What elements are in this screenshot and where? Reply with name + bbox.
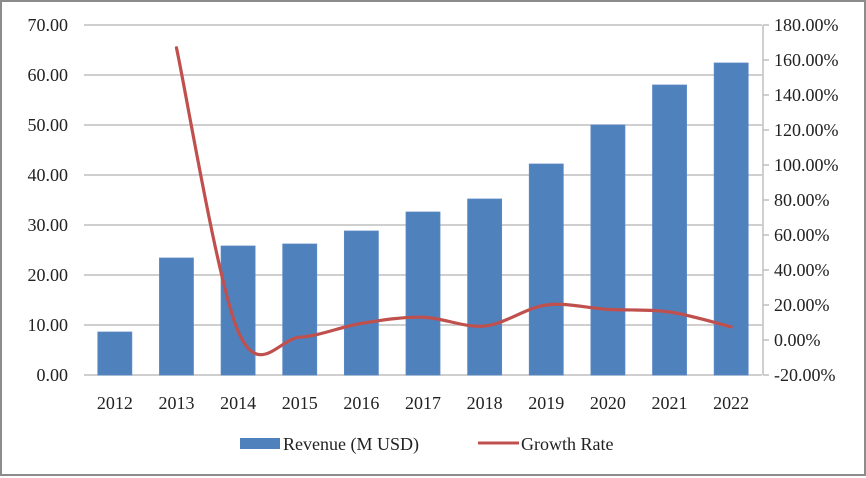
revenue-bar [468, 199, 502, 375]
left-tick-label: 50.00 [28, 115, 69, 135]
legend-label-revenue: Revenue (M USD) [283, 434, 419, 455]
legend-swatch-revenue [240, 438, 280, 449]
revenue-bar [98, 332, 132, 375]
right-tick-label: 160.00% [774, 50, 839, 70]
revenue-bar [653, 85, 687, 375]
right-tick-label: 40.00% [774, 260, 830, 280]
x-tick-label: 2013 [158, 393, 194, 413]
left-tick-label: 10.00 [28, 315, 69, 335]
revenue-bars [98, 63, 748, 375]
x-tick-label: 2015 [282, 393, 318, 413]
x-tick-label: 2019 [528, 393, 564, 413]
legend: Revenue (M USD) Growth Rate [240, 434, 613, 455]
x-tick-label: 2014 [220, 393, 256, 413]
left-tick-label: 30.00 [28, 215, 69, 235]
right-axis: -20.00% 0.00% 20.00% 40.00% 60.00% 80.00% 100.… [763, 15, 839, 385]
left-axis-ticks: 0.00 10.00 20.00 30.00 40.00 50.00 60.00 70.00 [28, 15, 69, 385]
right-tick-label: 20.00% [774, 295, 830, 315]
x-tick-label: 2016 [343, 393, 379, 413]
x-tick-label: 2018 [467, 393, 503, 413]
x-tick-label: 2021 [652, 393, 688, 413]
right-tick-label: 140.00% [774, 85, 839, 105]
x-tick-label: 2022 [713, 393, 749, 413]
revenue-bar [283, 244, 317, 375]
left-tick-label: 70.00 [28, 15, 69, 35]
right-tick-label: 180.00% [774, 15, 839, 35]
x-axis-ticks: 2012 2013 2014 2015 2016 2017 2018 2019 2020 2021… [97, 393, 749, 413]
revenue-bar [406, 212, 440, 375]
revenue-bar [221, 246, 255, 375]
revenue-bar [344, 231, 378, 375]
legend-label-growth: Growth Rate [521, 434, 613, 454]
revenue-bar [529, 164, 563, 375]
right-tick-label: 0.00% [774, 330, 821, 350]
x-tick-label: 2020 [590, 393, 626, 413]
left-tick-label: 40.00 [28, 165, 69, 185]
right-tick-label: 120.00% [774, 120, 839, 140]
right-tick-label: 100.00% [774, 155, 839, 175]
left-tick-label: 20.00 [28, 265, 69, 285]
growth-line-group [176, 48, 731, 355]
left-tick-label: 60.00 [28, 65, 69, 85]
revenue-bar [159, 258, 193, 375]
growth-rate-line [176, 48, 731, 355]
right-tick-label: -20.00% [774, 365, 836, 385]
x-tick-label: 2012 [97, 393, 133, 413]
left-tick-label: 0.00 [37, 365, 69, 385]
right-tick-label: 80.00% [774, 190, 830, 210]
x-tick-label: 2017 [405, 393, 441, 413]
right-tick-label: 60.00% [774, 225, 830, 245]
revenue-bar [591, 125, 625, 375]
